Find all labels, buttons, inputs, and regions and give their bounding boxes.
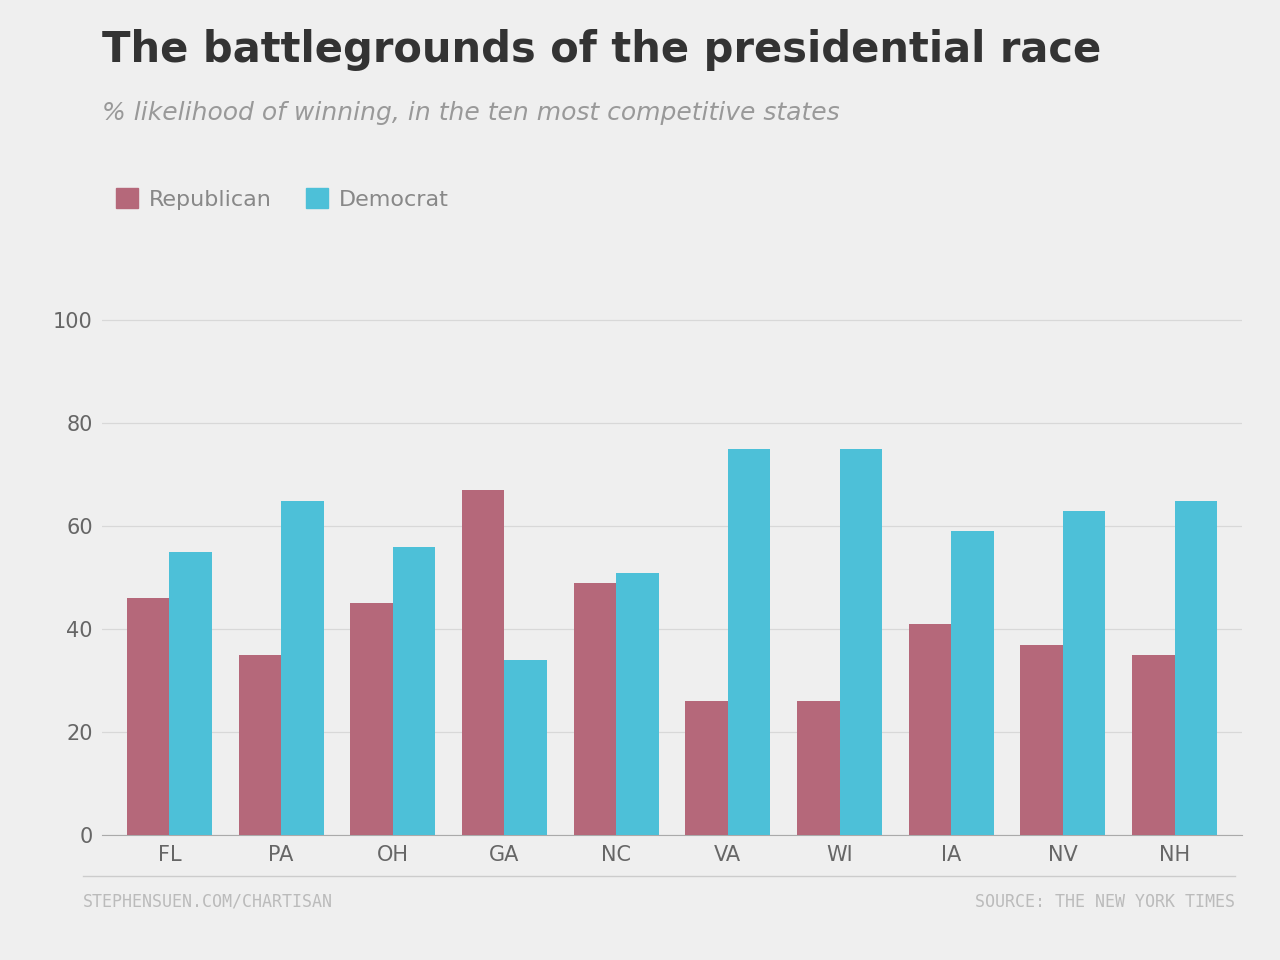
Bar [728, 449, 771, 835]
Bar [1132, 655, 1175, 835]
Text: % likelihood of winning, in the ten most competitive states: % likelihood of winning, in the ten most… [102, 101, 840, 125]
Bar [909, 624, 951, 835]
Bar [840, 449, 882, 835]
Bar [351, 604, 393, 835]
Bar [393, 547, 435, 835]
Bar [616, 572, 659, 835]
Bar [1175, 500, 1217, 835]
Bar [1020, 645, 1062, 835]
Bar [462, 491, 504, 835]
Legend: Republican, Democrat: Republican, Democrat [108, 180, 458, 219]
Bar [573, 583, 616, 835]
Bar [951, 532, 993, 835]
Bar [685, 702, 728, 835]
Text: STEPHENSUEN.COM/CHARTISAN: STEPHENSUEN.COM/CHARTISAN [83, 893, 333, 911]
Text: The battlegrounds of the presidential race: The battlegrounds of the presidential ra… [102, 29, 1102, 71]
Bar [169, 552, 212, 835]
Bar [1062, 511, 1106, 835]
Bar [282, 500, 324, 835]
Bar [127, 598, 169, 835]
Text: SOURCE: THE NEW YORK TIMES: SOURCE: THE NEW YORK TIMES [975, 893, 1235, 911]
Bar [504, 660, 547, 835]
Bar [238, 655, 282, 835]
Bar [797, 702, 840, 835]
